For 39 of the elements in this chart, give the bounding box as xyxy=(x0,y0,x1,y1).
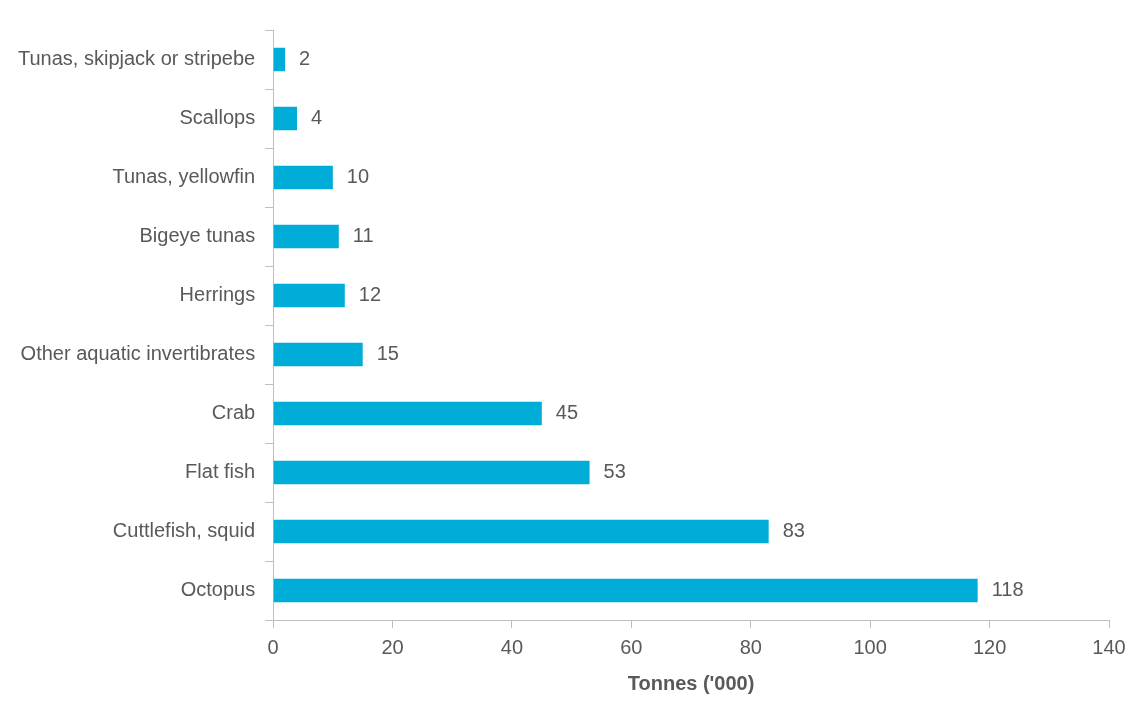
y-tick-label: Tunas, skipjack or stripebe xyxy=(18,47,256,70)
data-label: 118 xyxy=(991,578,1024,601)
data-label: 83 xyxy=(782,519,805,542)
y-tick-label: Crab xyxy=(211,401,256,424)
x-tick-label: 0 xyxy=(267,635,279,658)
y-tick-label: Other aquatic invertibrates xyxy=(20,342,256,365)
data-label: 11 xyxy=(352,224,374,247)
y-tick-label: Flat fish xyxy=(185,460,256,483)
bar xyxy=(273,578,978,603)
x-tick-label: 140 xyxy=(1092,635,1126,658)
bar xyxy=(273,460,590,485)
y-tick-label: Tunas, yellowfin xyxy=(112,165,256,188)
x-tick-label: 60 xyxy=(620,635,643,658)
y-tick-label: Scallops xyxy=(179,106,256,129)
data-label: 4 xyxy=(311,106,323,129)
data-label: 2 xyxy=(299,47,311,70)
bar xyxy=(273,224,339,249)
data-label: 45 xyxy=(555,401,579,424)
y-tick-label: Cuttlefish, squid xyxy=(112,519,256,542)
y-tick-label: Bigeye tunas xyxy=(139,224,256,247)
x-axis-title: Tonnes ('000) xyxy=(627,671,755,694)
bar xyxy=(273,401,542,426)
x-tick-label: 100 xyxy=(853,635,887,658)
y-tick-label: Herrings xyxy=(179,283,256,306)
y-tick-label: Octopus xyxy=(180,578,256,601)
bar xyxy=(273,47,286,72)
data-label: 53 xyxy=(603,460,626,483)
bar xyxy=(273,519,769,544)
x-tick-label: 120 xyxy=(972,635,1007,658)
data-label: 10 xyxy=(346,165,370,188)
data-label: 12 xyxy=(358,283,382,306)
x-tick-label: 80 xyxy=(739,635,762,658)
bar xyxy=(273,106,298,131)
bar xyxy=(273,165,333,190)
x-tick-label: 40 xyxy=(500,635,524,658)
data-label: 15 xyxy=(376,342,399,365)
bar xyxy=(273,342,363,367)
x-tick-label: 20 xyxy=(381,635,404,658)
bar xyxy=(273,283,345,308)
